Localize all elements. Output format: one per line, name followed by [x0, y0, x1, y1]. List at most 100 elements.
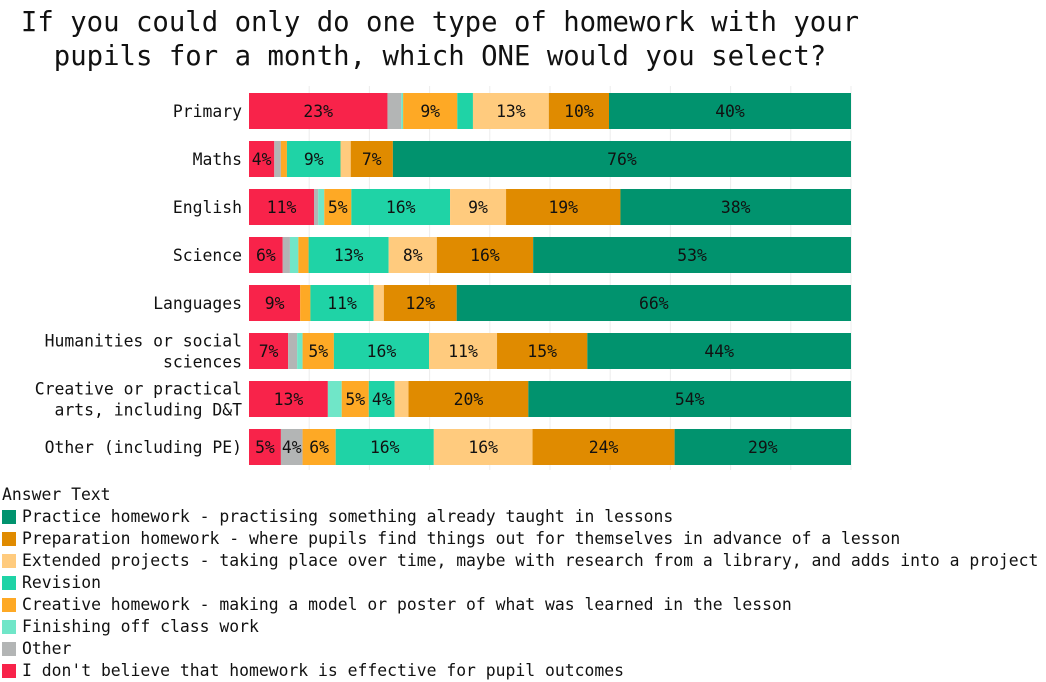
data-label: 5% [255, 438, 275, 457]
legend-item[interactable]: Preparation homework - where pupils find… [2, 528, 1038, 550]
bar-segment [327, 381, 342, 417]
legend-label: Creative homework - making a model or po… [22, 595, 792, 614]
bar-segment [472, 93, 549, 129]
data-label: 13% [274, 390, 304, 409]
legend-item[interactable]: I don't believe that homework is effecti… [2, 660, 1038, 682]
bar-segment [456, 285, 851, 321]
bar-segment [548, 93, 609, 129]
data-label: 16% [386, 198, 416, 217]
bar-segment [308, 237, 389, 273]
bar-segment [373, 285, 384, 321]
bar-segment [408, 381, 529, 417]
data-label: 6% [256, 246, 276, 265]
data-label: 5% [308, 342, 328, 361]
legend-title: Answer Text [2, 485, 111, 504]
bar-segment [274, 141, 281, 177]
bar-segment [620, 189, 851, 225]
bar-segment [249, 237, 283, 273]
data-label: 9% [420, 102, 440, 121]
data-label: 66% [639, 294, 669, 313]
data-label: 16% [470, 246, 500, 265]
data-label: 12% [405, 294, 435, 313]
bar-segment [280, 141, 287, 177]
data-label: 11% [267, 198, 297, 217]
category-label: Science [173, 246, 242, 265]
bar-segment [532, 429, 675, 465]
legend-label: Extended projects - taking place over ti… [22, 551, 1039, 570]
data-label: 20% [454, 390, 484, 409]
bar-segment [506, 189, 621, 225]
category-label: Humanities or social sciences [45, 332, 242, 372]
bar-segment [388, 237, 437, 273]
category-label: Maths [193, 150, 242, 169]
data-label: 53% [677, 246, 707, 265]
legend-item[interactable]: Practice homework - practising something… [2, 506, 1038, 528]
bar-segment [314, 189, 319, 225]
bar-segment [298, 237, 309, 273]
bar-segment [436, 237, 534, 273]
bar-segment [249, 333, 289, 369]
data-label: 9% [304, 150, 324, 169]
legend-item[interactable]: Finishing off class work [2, 616, 1038, 638]
bar-segment [528, 381, 851, 417]
bar-segment [403, 93, 458, 129]
data-label: 4% [252, 150, 272, 169]
bar-segment [457, 93, 473, 129]
bar-segment [249, 381, 328, 417]
bar-segment [300, 285, 311, 321]
data-label: 5% [328, 198, 348, 217]
category-label: Other (including PE) [45, 438, 242, 457]
bar-segment [350, 141, 393, 177]
bar-segment [333, 333, 429, 369]
bar-segment [302, 333, 334, 369]
bar-segment [249, 189, 315, 225]
legend-swatch [2, 598, 16, 612]
bar-segment [302, 429, 336, 465]
bar-segment [340, 141, 351, 177]
legend-label: Other [22, 639, 72, 658]
legend-item[interactable]: Extended projects - taking place over ti… [2, 550, 1038, 572]
data-label: 13% [334, 246, 364, 265]
bar-segment [433, 429, 533, 465]
legend-swatch [2, 620, 16, 634]
data-label: 10% [564, 102, 594, 121]
category-label: Languages [153, 294, 242, 313]
bar-segment [351, 189, 451, 225]
bar-segment [324, 189, 352, 225]
data-label: 4% [372, 390, 392, 409]
data-label: 6% [309, 438, 329, 457]
data-label: 38% [721, 198, 751, 217]
data-label: 9% [468, 198, 488, 217]
legend-label: Preparation homework - where pupils find… [22, 529, 901, 548]
category-label: Creative or practical arts, including D&T [35, 380, 242, 420]
legend-item[interactable]: Revision [2, 572, 1038, 594]
data-label: 29% [748, 438, 778, 457]
data-label: 16% [367, 342, 397, 361]
bar-segment [587, 333, 851, 369]
bar-segment [608, 93, 851, 129]
bar-segment [282, 237, 290, 273]
data-label: 16% [468, 438, 498, 457]
data-label: 11% [327, 294, 357, 313]
data-label: 7% [362, 150, 382, 169]
data-label: 24% [589, 438, 619, 457]
legend-label: Finishing off class work [22, 617, 259, 636]
data-label: 19% [548, 198, 578, 217]
bar-segment [383, 285, 457, 321]
bar-segment [497, 333, 588, 369]
category-label: English [173, 198, 242, 217]
bar-segment [286, 141, 341, 177]
bar-segment [387, 93, 402, 129]
bar-segment [249, 93, 388, 129]
data-label: 8% [403, 246, 423, 265]
legend-label: Revision [22, 573, 101, 592]
data-label: 76% [607, 150, 637, 169]
data-label: 54% [675, 390, 705, 409]
legend-item[interactable]: Creative homework - making a model or po… [2, 594, 1038, 616]
data-label: 44% [704, 342, 734, 361]
data-label: 15% [527, 342, 557, 361]
bar-segment [341, 381, 369, 417]
bar-segment [249, 141, 275, 177]
bar-segment [392, 141, 851, 177]
legend-item[interactable]: Other [2, 638, 1038, 660]
